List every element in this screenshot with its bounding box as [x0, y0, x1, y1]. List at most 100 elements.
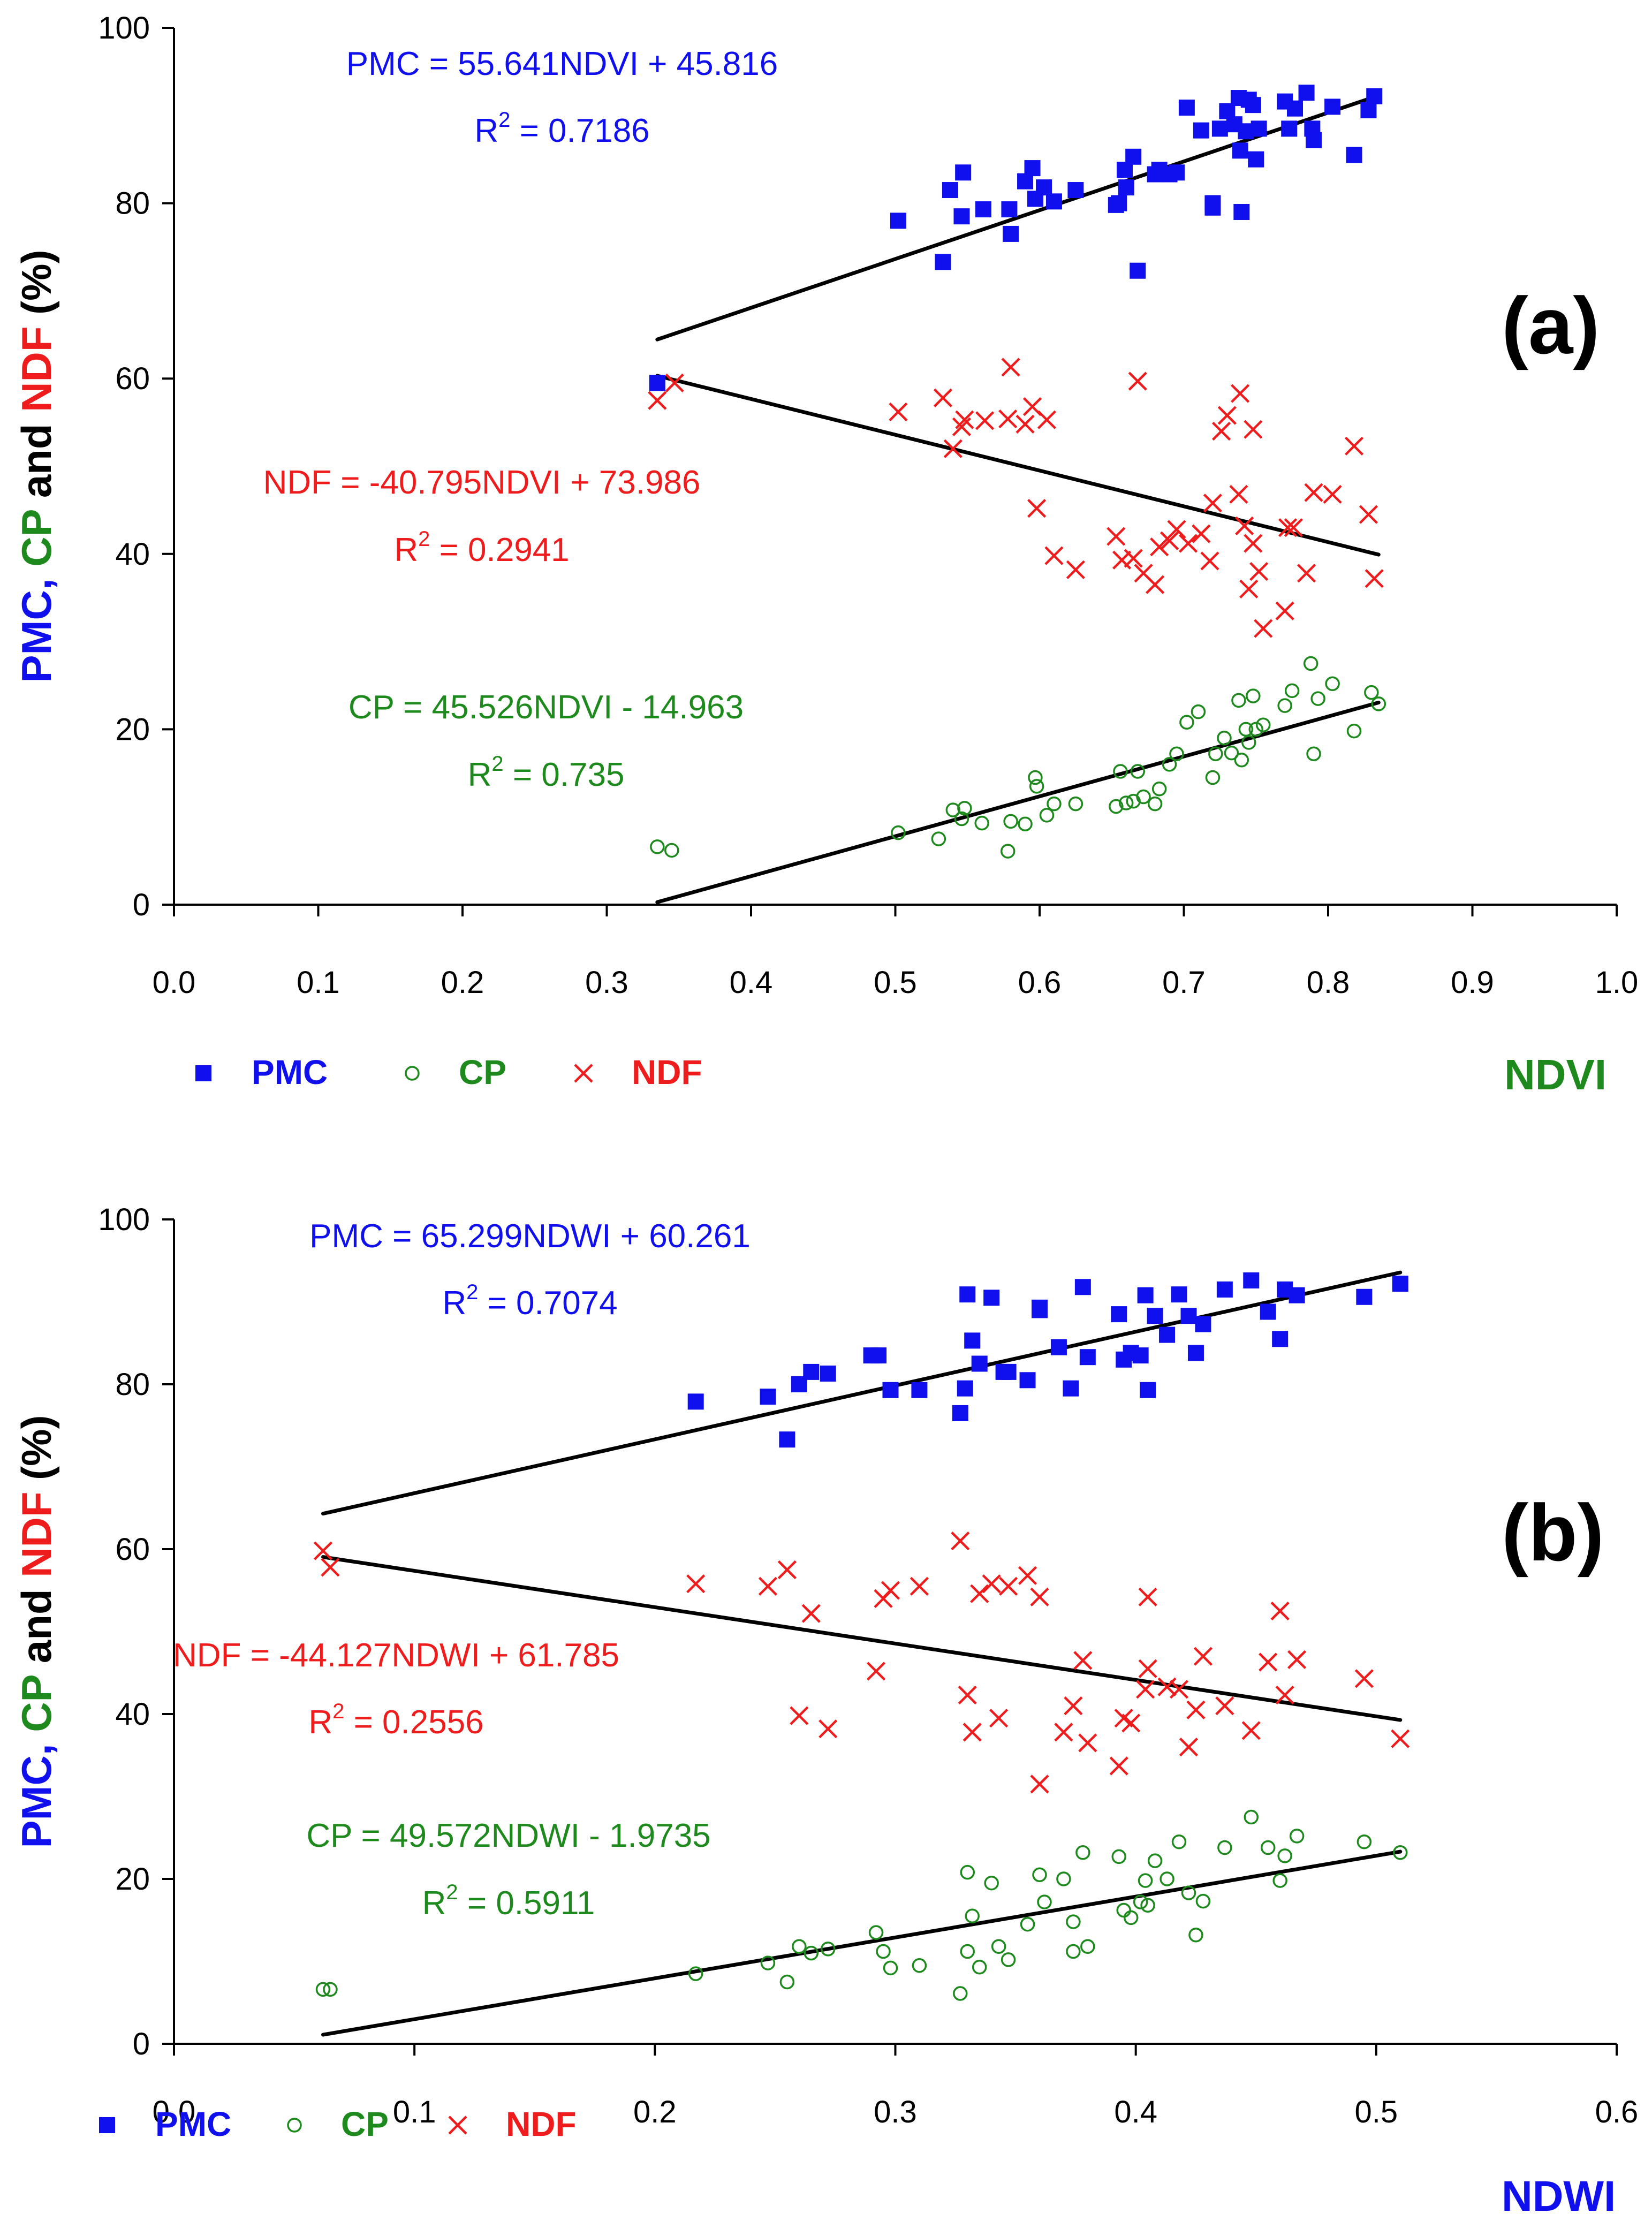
data-point-pmc	[1159, 1326, 1176, 1343]
data-point-cp	[1001, 1952, 1016, 1967]
data-point-ndf	[1027, 499, 1047, 518]
data-point-ndf	[951, 1532, 970, 1551]
data-point-ndf	[1244, 420, 1263, 439]
y-tick-label: 60	[115, 361, 150, 396]
data-point-cp	[1179, 715, 1194, 730]
data-point-pmc	[1233, 203, 1250, 220]
data-point-ndf	[1121, 1714, 1141, 1733]
data-point-ndf	[1254, 619, 1273, 638]
y-tick-label: 80	[115, 186, 150, 221]
legend-marker-cp	[405, 1066, 420, 1081]
data-point-cp	[1371, 696, 1386, 711]
data-point-pmc	[957, 1380, 973, 1397]
data-point-ndf	[889, 402, 908, 422]
data-point-ndf	[1160, 531, 1179, 550]
data-point-cp	[1130, 764, 1146, 779]
x-tick-label: 0.2	[441, 965, 484, 1000]
data-point-pmc	[1281, 120, 1298, 137]
legend-marker-pmc	[195, 1065, 211, 1081]
data-point-ndf	[1186, 1700, 1206, 1719]
data-point-ndf	[1200, 551, 1219, 571]
data-point-cp	[891, 825, 906, 840]
data-point-cp	[779, 1974, 795, 1990]
data-point-ndf	[1146, 575, 1165, 594]
data-point-cp	[1364, 685, 1379, 700]
data-point-pmc	[952, 1405, 968, 1421]
data-point-pmc	[687, 1393, 704, 1410]
data-point-cp	[1169, 746, 1184, 762]
data-point-cp	[984, 1875, 999, 1891]
data-point-cp	[1003, 814, 1018, 829]
data-point-ndf	[1018, 1566, 1037, 1585]
data-point-cp	[1056, 1871, 1071, 1886]
fit-line-cp	[321, 1849, 1403, 2037]
fit-line-ndf	[655, 374, 1381, 557]
data-point-cp	[1028, 770, 1043, 785]
x-tick-label: 0.0	[153, 2095, 196, 2129]
data-point-cp	[1147, 1853, 1163, 1868]
data-point-pmc	[955, 164, 972, 181]
data-point-pmc	[983, 1290, 1000, 1306]
data-point-cp	[1306, 746, 1321, 762]
chart-panel-b: 0 20 40 60 80 100 0.0 0.1 0.2 0.3 0.4 0.5 0.6 PMC = 6…	[13, 1202, 1638, 2220]
data-point-ndf	[1192, 524, 1211, 543]
data-point-cp	[1020, 1916, 1035, 1932]
data-point-pmc	[1111, 195, 1127, 211]
equation-label-cp: CP = 49.572NDWI - 1.9735	[306, 1817, 710, 1854]
legend-marker-ndf	[448, 2116, 467, 2135]
data-point-cp	[820, 1942, 836, 1957]
y-tick-label: 20	[115, 1862, 150, 1897]
data-point-cp	[1231, 693, 1246, 708]
data-point-ndf	[1128, 372, 1147, 391]
r2-label-ndf: R2 = 0.2556	[308, 1700, 483, 1741]
data-point-ndf	[1275, 601, 1294, 620]
x-tick-label: 0.2	[633, 2095, 677, 2129]
data-point-pmc	[1289, 1287, 1305, 1303]
data-point-pmc	[1187, 1345, 1204, 1361]
data-point-cp	[1241, 735, 1256, 750]
data-point-ndf	[1287, 1650, 1307, 1669]
data-point-cp	[1255, 717, 1271, 732]
data-point-ndf	[1297, 564, 1316, 583]
data-point-cp	[1195, 1893, 1211, 1909]
data-point-pmc	[1067, 182, 1084, 199]
data-point-ndf	[998, 409, 1018, 429]
data-point-cp	[1151, 782, 1167, 797]
data-point-ndf	[970, 1584, 989, 1603]
x-axis-title: NDVI	[1504, 1051, 1606, 1098]
data-point-pmc	[1366, 88, 1383, 104]
legend-label-pmc: PMC	[155, 2105, 231, 2143]
data-point-cp	[1140, 1898, 1155, 1913]
data-point-pmc	[1211, 120, 1228, 137]
data-point-pmc	[959, 1286, 976, 1303]
data-point-cp	[1217, 1840, 1232, 1855]
data-point-ndf	[1073, 1651, 1093, 1670]
data-point-cp	[945, 802, 961, 817]
data-point-pmc	[953, 208, 970, 225]
data-point-pmc	[870, 1347, 887, 1364]
data-point-cp	[1113, 764, 1128, 779]
data-point-pmc	[1232, 142, 1248, 159]
r2-label-pmc: R2 = 0.7074	[442, 1280, 617, 1322]
data-point-ndf	[1278, 518, 1298, 537]
data-point-ndf	[1157, 1677, 1177, 1696]
data-point-pmc	[760, 1389, 776, 1405]
data-point-ndf	[866, 1662, 886, 1681]
x-tick-label: 0.1	[393, 2095, 436, 2129]
equation-label-ndf: NDF = -44.127NDWI + 61.785	[173, 1637, 619, 1674]
data-point-cp	[1289, 1829, 1305, 1844]
data-point-pmc	[779, 1431, 795, 1448]
data-point-cp	[804, 1945, 819, 1961]
data-point-cp	[1244, 1809, 1259, 1825]
data-point-cp	[323, 1982, 338, 1997]
data-point-ndf	[982, 1574, 1001, 1594]
data-point-pmc	[975, 201, 991, 218]
data-point-ndf	[1016, 414, 1035, 434]
data-point-pmc	[1171, 1286, 1187, 1303]
data-point-ndf	[758, 1576, 778, 1596]
data-point-ndf	[1066, 560, 1085, 579]
data-point-pmc	[1074, 1279, 1091, 1295]
y-axis-title: PMC, CP and NDF (%)	[13, 1415, 60, 1848]
r2-label-ndf: R2 = 0.2941	[394, 527, 569, 568]
data-point-pmc	[1216, 1281, 1233, 1298]
